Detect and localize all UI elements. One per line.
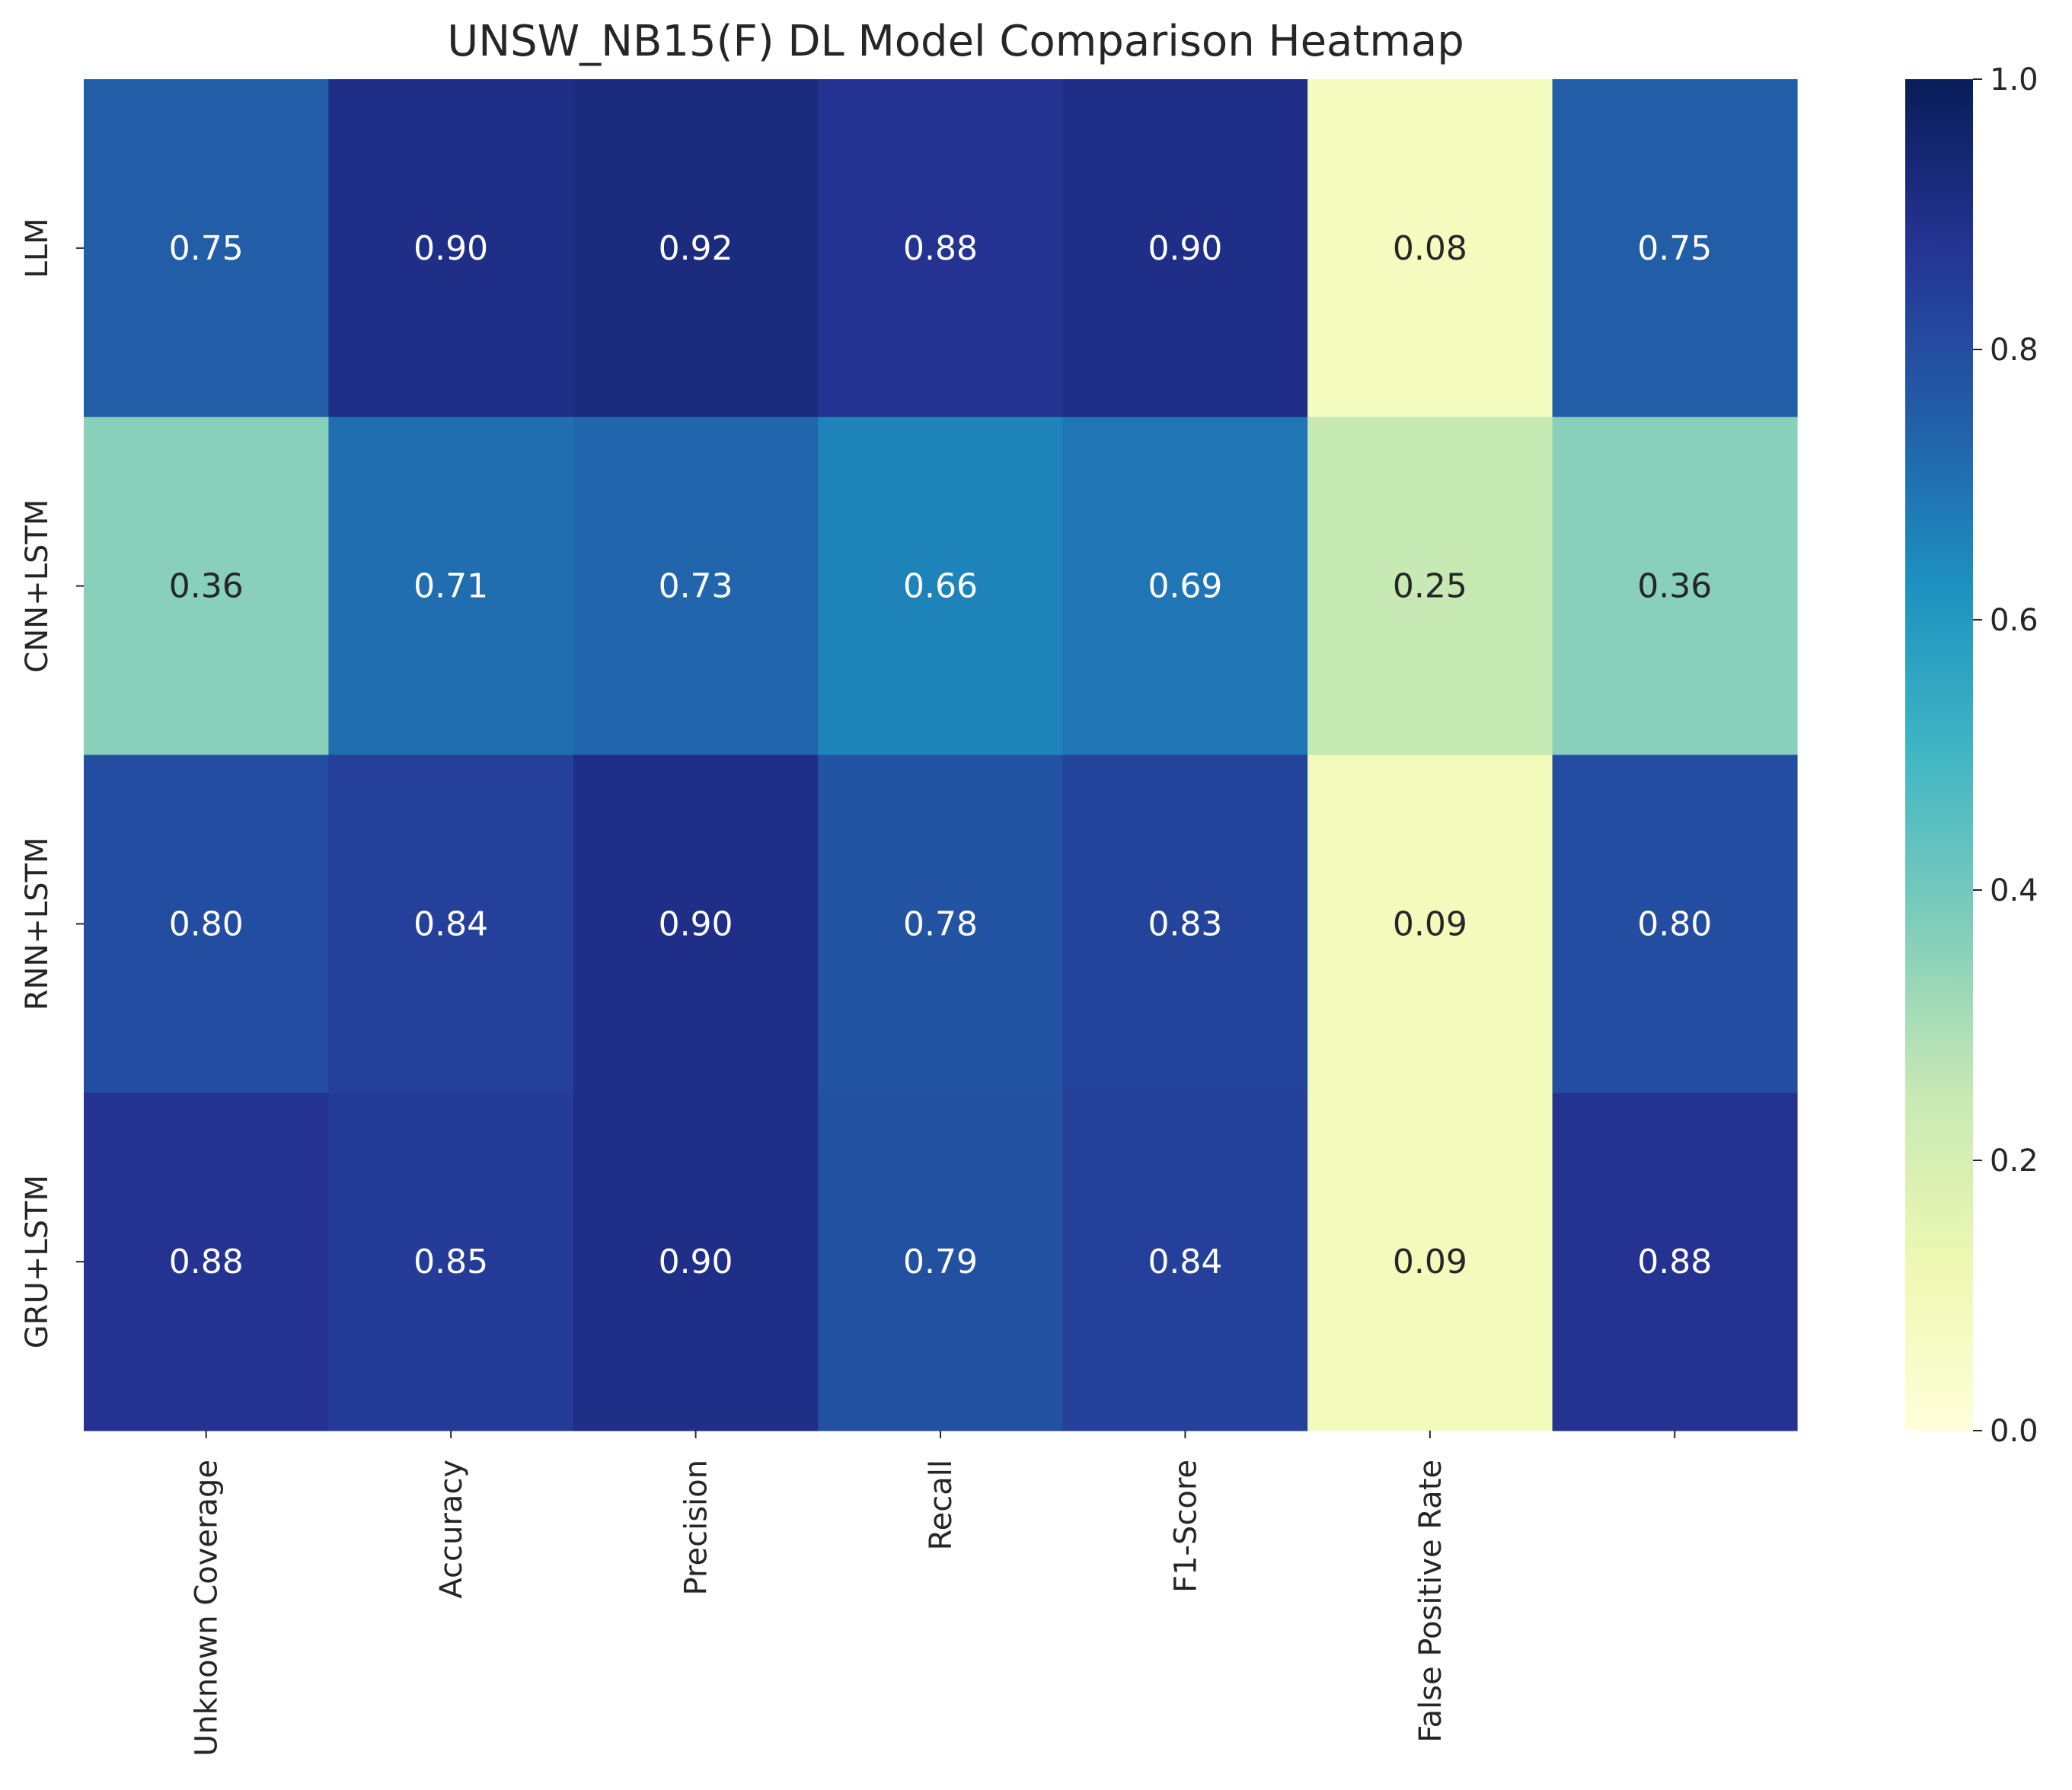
- column-tick-label: False Positive Rate: [1413, 1460, 1448, 1743]
- heatmap-cell: [818, 79, 1064, 418]
- row-tick-label: RNN+LSTM: [20, 837, 55, 1010]
- colorbar-tick-label: 1.0: [1990, 62, 2038, 97]
- heatmap-cell: [573, 1093, 819, 1431]
- column-tick-label: F1-Score: [1168, 1460, 1203, 1593]
- heatmap-cell: [1062, 755, 1308, 1093]
- row-tick-labels: LLM CNN+LSTM RNN+LSTM GRU+LSTM: [20, 218, 84, 1348]
- cell-value-label: 0.90: [413, 229, 488, 268]
- cell-value-label: 0.79: [903, 1243, 978, 1281]
- heatmap-cell: [1062, 416, 1308, 756]
- cell-value-label: 0.75: [1637, 229, 1712, 268]
- heatmap-cell: [1307, 79, 1553, 418]
- column-tick-label: Recall: [924, 1460, 959, 1550]
- cell-value-label: 0.80: [1637, 905, 1712, 943]
- cell-value-label: 0.25: [1393, 567, 1467, 606]
- colorbar-tick-label: 0.4: [1990, 873, 2038, 908]
- heatmap-cell: [328, 755, 574, 1093]
- heatmap-cells: [84, 79, 1798, 1431]
- cell-value-label: 0.84: [1148, 1243, 1222, 1281]
- cell-value-label: 0.92: [659, 229, 733, 268]
- column-tick-label: Unknown Coverage: [190, 1460, 225, 1756]
- cell-value-label: 0.88: [903, 229, 978, 268]
- cell-value-label: 0.75: [169, 229, 244, 268]
- heatmap-cell: [1307, 755, 1553, 1093]
- heatmap-cell: [1307, 416, 1553, 756]
- heatmap-cell: [1062, 1093, 1308, 1431]
- column-tick-label: Accuracy: [434, 1460, 469, 1599]
- heatmap-cell: [328, 1093, 574, 1431]
- cell-value-label: 0.08: [1393, 229, 1467, 268]
- cell-value-label: 0.85: [413, 1243, 488, 1281]
- cell-value-label: 0.09: [1393, 1243, 1467, 1281]
- heatmap-cell: [818, 1093, 1064, 1431]
- heatmap-cell: [818, 755, 1064, 1093]
- heatmap-cell: [818, 416, 1064, 756]
- cell-value-label: 0.90: [659, 905, 733, 943]
- cell-value-label: 0.73: [659, 567, 733, 606]
- column-tick-labels: Unknown Coverage Accuracy Precision Recall F…: [190, 1431, 1676, 1756]
- cell-value-label: 0.78: [903, 905, 978, 943]
- row-tick-label: GRU+LSTM: [20, 1175, 55, 1348]
- cell-value-label: 0.36: [1637, 567, 1712, 606]
- heatmap-cell: [1307, 1093, 1553, 1431]
- cell-value-label: 0.80: [169, 905, 244, 943]
- heatmap-cell: [84, 755, 330, 1093]
- heatmap-cell: [1552, 755, 1798, 1093]
- colorbar-tick-label: 0.0: [1990, 1414, 2038, 1449]
- heatmap-cell: [1552, 416, 1798, 756]
- colorbar-gradient: [1905, 79, 1973, 1431]
- heatmap-cell: [1552, 1093, 1798, 1431]
- colorbar-ticks: 0.0 0.2 0.4 0.6 0.8 1.0: [1973, 62, 2038, 1449]
- row-tick-label: LLM: [20, 218, 55, 278]
- heatmap-cell: [84, 79, 330, 418]
- heatmap-cell: [84, 1093, 330, 1431]
- heatmap-cell: [573, 79, 819, 418]
- colorbar: 0.0 0.2 0.4 0.6 0.8 1.0: [1905, 62, 2038, 1449]
- cell-value-label: 0.88: [169, 1243, 244, 1281]
- cell-value-label: 0.66: [903, 567, 978, 606]
- cell-value-label: 0.90: [1148, 229, 1222, 268]
- heatmap-cell: [573, 755, 819, 1093]
- heatmap-cell: [1062, 79, 1308, 418]
- heatmap-cell: [573, 416, 819, 756]
- row-tick-label: CNN+LSTM: [20, 499, 55, 673]
- chart-title: UNSW_NB15(F) DL Model Comparison Heatmap: [447, 17, 1464, 66]
- cell-value-label: 0.88: [1637, 1243, 1712, 1281]
- colorbar-tick-label: 0.2: [1990, 1144, 2038, 1179]
- cell-value-label: 0.83: [1148, 905, 1222, 943]
- heatmap-cell: [1552, 79, 1798, 418]
- heatmap-cell: [328, 79, 574, 418]
- cell-value-labels: 0.75 0.90 0.92 0.88 0.90 0.08 0.75 0.36 0.71 0.73…: [169, 229, 1713, 1281]
- cell-value-label: 0.36: [169, 567, 244, 606]
- colorbar-tick-label: 0.6: [1990, 603, 2038, 638]
- cell-value-label: 0.71: [413, 567, 488, 606]
- colorbar-tick-label: 0.8: [1990, 333, 2038, 368]
- column-tick-label: Precision: [679, 1460, 714, 1595]
- cell-value-label: 0.90: [659, 1243, 733, 1281]
- cell-value-label: 0.09: [1393, 905, 1467, 943]
- heatmap-cell: [84, 416, 330, 756]
- heatmap-cell: [328, 416, 574, 756]
- cell-value-label: 0.84: [413, 905, 488, 943]
- cell-value-label: 0.69: [1148, 567, 1222, 606]
